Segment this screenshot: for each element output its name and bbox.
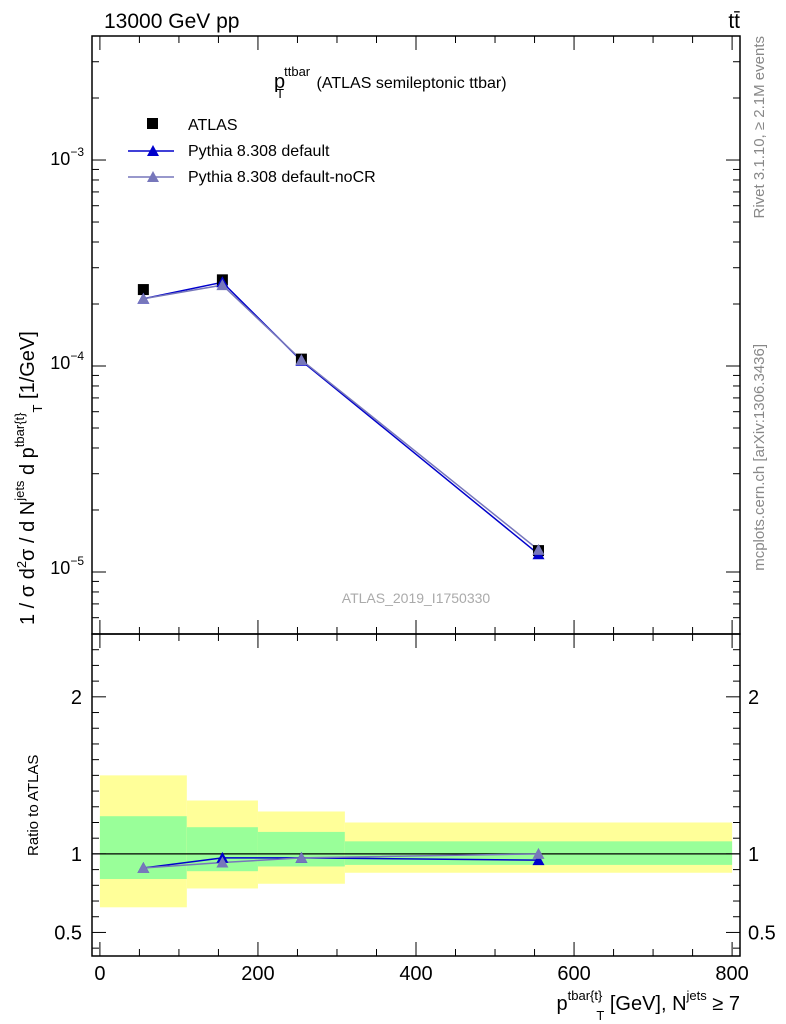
legend-label-atlas: ATLAS: [188, 117, 238, 134]
x-tick-label: 600: [557, 963, 590, 985]
ratio-point-1: [137, 862, 150, 874]
legend-label-default: Pythia 8.308 default: [188, 143, 330, 160]
ratio-point-1: [532, 847, 545, 859]
x-axis-label: ptbar{t} T [GeV], Njets ≥ 7: [557, 988, 740, 1023]
x-tick-label: 0: [94, 963, 105, 985]
y-tick-label-1e-3: 10−3: [50, 145, 84, 169]
title-sup: ttbar: [284, 64, 311, 79]
y-tick-label-1e-4: 10−4: [50, 349, 84, 373]
ratio-y-tick-label: 0.5: [54, 922, 82, 944]
main-axis-ticks: [92, 35, 740, 634]
energy-label: 13000 GeV pp: [104, 10, 239, 33]
rivet-label: Rivet 3.1.10, ≥ 2.1M events: [751, 36, 768, 219]
ratio-point-1: [216, 856, 229, 868]
ratio-uncertainty-bands: [92, 775, 740, 908]
ratio-y-tick-label: 1: [71, 844, 82, 866]
ratio-series-line-1: [143, 853, 539, 869]
legend-marker-default: [147, 145, 159, 156]
x-tick-label: 200: [241, 963, 274, 985]
legend-marker-nocr: [147, 171, 159, 182]
ratio-y-tick-label: 2: [71, 687, 82, 709]
mcplots-label: mcplots.cern.ch [arXiv:1306.3436]: [751, 344, 768, 571]
x-tick-label: 400: [399, 963, 432, 985]
legend-marker-atlas: [147, 118, 158, 129]
main-point-2: [295, 353, 308, 365]
x-tick-label: 800: [715, 963, 748, 985]
legend: ATLAS Pythia 8.308 default Pythia 8.308 …: [128, 117, 376, 186]
main-point-2: [532, 543, 545, 555]
main-y-tick-labels: 10−5 10−4 10−3: [50, 145, 84, 578]
main-y-axis-label: 1 / σ d2σ / d Njets d ptbar{t}T [1/GeV]: [12, 331, 45, 625]
ratio-panel-frame: [91, 633, 741, 957]
ratio-tick-labels: 0.5 0.5 1 1 2 2 0 200 400 600 800: [54, 687, 776, 985]
main-panel: pttbar T (ATLAS semileptonic ttbar) ATLAS…: [12, 35, 741, 635]
ratio-panel: 0.5 0.5 1 1 2 2 0 200 400 600 800 Ratio to ATLAS p…: [25, 633, 776, 1023]
title-rest: (ATLAS semileptonic ttbar): [312, 75, 506, 92]
analysis-watermark: ATLAS_2019_I1750330: [342, 590, 491, 606]
main-point-atlas: [137, 284, 149, 296]
y-tick-label-1e-5: 10−5: [50, 554, 84, 578]
title-sub: T: [276, 86, 284, 101]
ratio-point-0: [532, 854, 545, 866]
main-series-line-1: [143, 281, 539, 555]
ratio-y-tick-label-right: 0.5: [748, 922, 776, 944]
main-point-2: [137, 292, 150, 304]
ratio-point-1: [295, 851, 308, 863]
ratio-axis-ticks: [92, 634, 740, 956]
process-label: tt̄: [728, 10, 740, 33]
ratio-series-line-0: [143, 857, 539, 869]
plot-title: pttbar T (ATLAS semileptonic ttbar): [274, 64, 507, 101]
title-main: p: [274, 71, 285, 93]
ratio-y-tick-label-right: 2: [748, 687, 759, 709]
main-series-line-2: [143, 284, 539, 551]
ratio-y-tick-label-right: 1: [748, 844, 759, 866]
legend-label-nocr: Pythia 8.308 default-noCR: [188, 169, 376, 186]
main-series-layer: [137, 274, 545, 560]
ratio-series-layer: [137, 847, 545, 874]
main-point-2: [216, 279, 229, 291]
ratio-y-axis-label: Ratio to ATLAS: [25, 755, 42, 856]
